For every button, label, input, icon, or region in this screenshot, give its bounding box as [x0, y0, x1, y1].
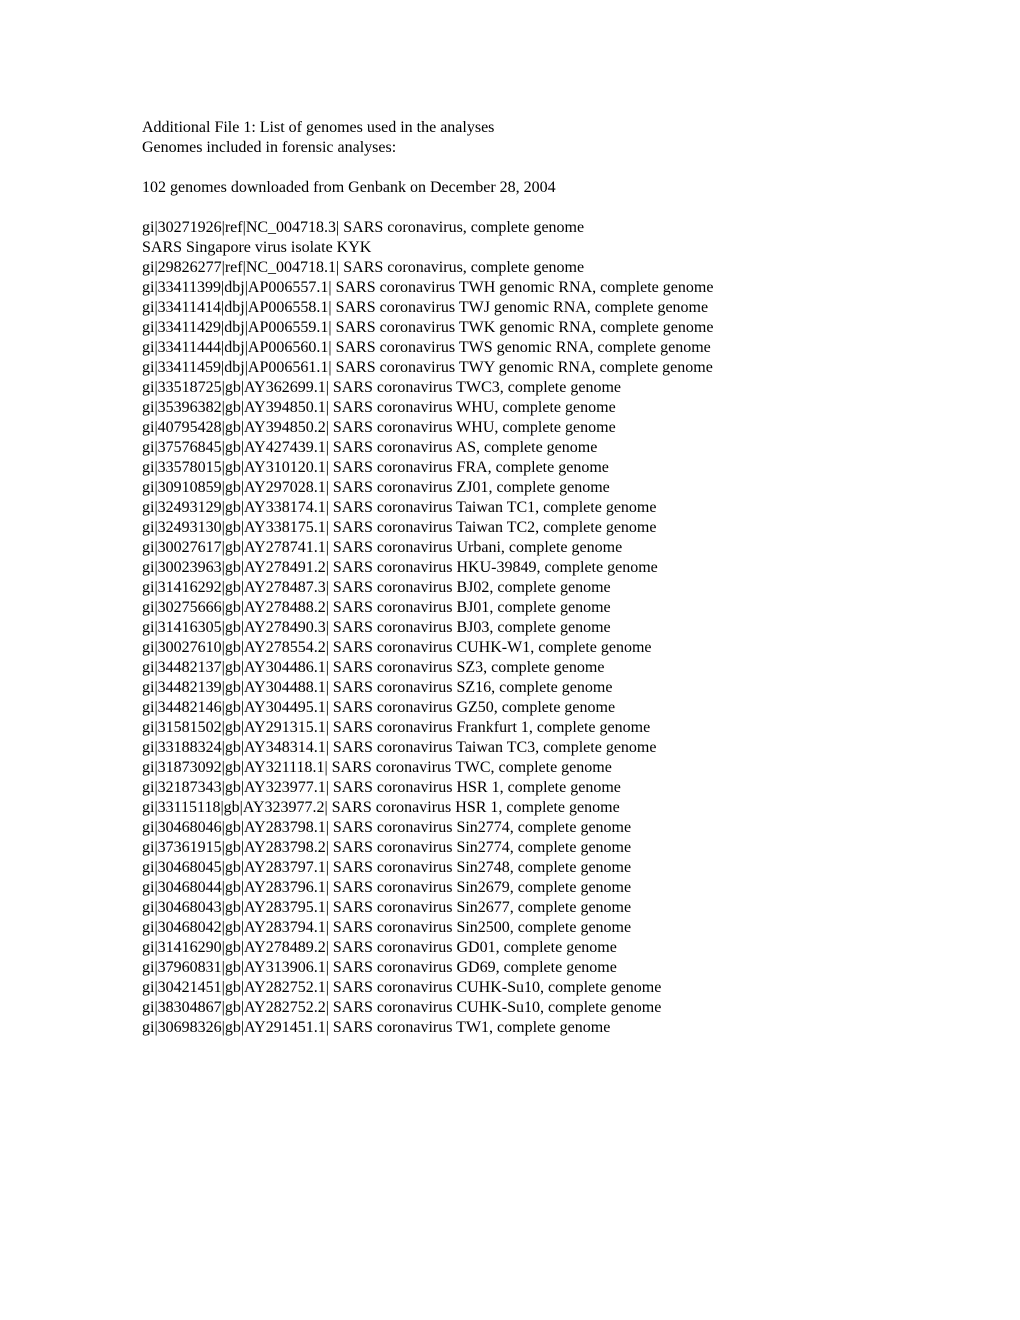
genome-entry: gi|30271926|ref|NC_004718.3| SARS corona…: [142, 218, 878, 238]
genome-entry: gi|34482146|gb|AY304495.1| SARS coronavi…: [142, 698, 878, 718]
genome-entry: gi|37576845|gb|AY427439.1| SARS coronavi…: [142, 438, 878, 458]
genome-entry: SARS Singapore virus isolate KYK: [142, 238, 878, 258]
document-subtitle: Genomes included in forensic analyses:: [142, 138, 878, 158]
genome-entry: gi|33115118|gb|AY323977.2| SARS coronavi…: [142, 798, 878, 818]
genome-entry: gi|31416290|gb|AY278489.2| SARS coronavi…: [142, 938, 878, 958]
genome-entry: gi|32187343|gb|AY323977.1| SARS coronavi…: [142, 778, 878, 798]
genome-entry: gi|33411399|dbj|AP006557.1| SARS coronav…: [142, 278, 878, 298]
genome-entry: gi|34482137|gb|AY304486.1| SARS coronavi…: [142, 658, 878, 678]
genome-list: gi|30271926|ref|NC_004718.3| SARS corona…: [142, 218, 878, 1038]
genome-entry: gi|31416305|gb|AY278490.3| SARS coronavi…: [142, 618, 878, 638]
genome-entry: gi|30468046|gb|AY283798.1| SARS coronavi…: [142, 818, 878, 838]
genome-entry: gi|31416292|gb|AY278487.3| SARS coronavi…: [142, 578, 878, 598]
genome-entry: gi|30027610|gb|AY278554.2| SARS coronavi…: [142, 638, 878, 658]
genome-entry: gi|38304867|gb|AY282752.2| SARS coronavi…: [142, 998, 878, 1018]
genome-entry: gi|30468042|gb|AY283794.1| SARS coronavi…: [142, 918, 878, 938]
spacer: [142, 198, 878, 218]
genome-entry: gi|40795428|gb|AY394850.2| SARS coronavi…: [142, 418, 878, 438]
genome-entry: gi|33188324|gb|AY348314.1| SARS coronavi…: [142, 738, 878, 758]
genome-entry: gi|37361915|gb|AY283798.2| SARS coronavi…: [142, 838, 878, 858]
genome-entry: gi|34482139|gb|AY304488.1| SARS coronavi…: [142, 678, 878, 698]
genome-entry: gi|30468045|gb|AY283797.1| SARS coronavi…: [142, 858, 878, 878]
genome-entry: gi|33411414|dbj|AP006558.1| SARS coronav…: [142, 298, 878, 318]
genome-entry: gi|31581502|gb|AY291315.1| SARS coronavi…: [142, 718, 878, 738]
genome-entry: gi|29826277|ref|NC_004718.1| SARS corona…: [142, 258, 878, 278]
genome-entry: gi|33518725|gb|AY362699.1| SARS coronavi…: [142, 378, 878, 398]
genome-entry: gi|30275666|gb|AY278488.2| SARS coronavi…: [142, 598, 878, 618]
genome-entry: gi|30468044|gb|AY283796.1| SARS coronavi…: [142, 878, 878, 898]
genome-entry: gi|31873092|gb|AY321118.1| SARS coronavi…: [142, 758, 878, 778]
document-title: Additional File 1: List of genomes used …: [142, 118, 878, 138]
genome-entry: gi|32493129|gb|AY338174.1| SARS coronavi…: [142, 498, 878, 518]
genome-entry: gi|33411429|dbj|AP006559.1| SARS coronav…: [142, 318, 878, 338]
genome-entry: gi|30023963|gb|AY278491.2| SARS coronavi…: [142, 558, 878, 578]
genome-entry: gi|33411459|dbj|AP006561.1| SARS coronav…: [142, 358, 878, 378]
genome-entry: gi|30698326|gb|AY291451.1| SARS coronavi…: [142, 1018, 878, 1038]
genome-entry: gi|33578015|gb|AY310120.1| SARS coronavi…: [142, 458, 878, 478]
genome-entry: gi|30027617|gb|AY278741.1| SARS coronavi…: [142, 538, 878, 558]
genome-entry: gi|30421451|gb|AY282752.1| SARS coronavi…: [142, 978, 878, 998]
genome-entry: gi|33411444|dbj|AP006560.1| SARS coronav…: [142, 338, 878, 358]
genome-entry: gi|30910859|gb|AY297028.1| SARS coronavi…: [142, 478, 878, 498]
genome-entry: gi|30468043|gb|AY283795.1| SARS coronavi…: [142, 898, 878, 918]
genome-entry: gi|32493130|gb|AY338175.1| SARS coronavi…: [142, 518, 878, 538]
genome-entry: gi|37960831|gb|AY313906.1| SARS coronavi…: [142, 958, 878, 978]
genome-entry: gi|35396382|gb|AY394850.1| SARS coronavi…: [142, 398, 878, 418]
spacer: [142, 158, 878, 178]
download-info: 102 genomes downloaded from Genbank on D…: [142, 178, 878, 198]
